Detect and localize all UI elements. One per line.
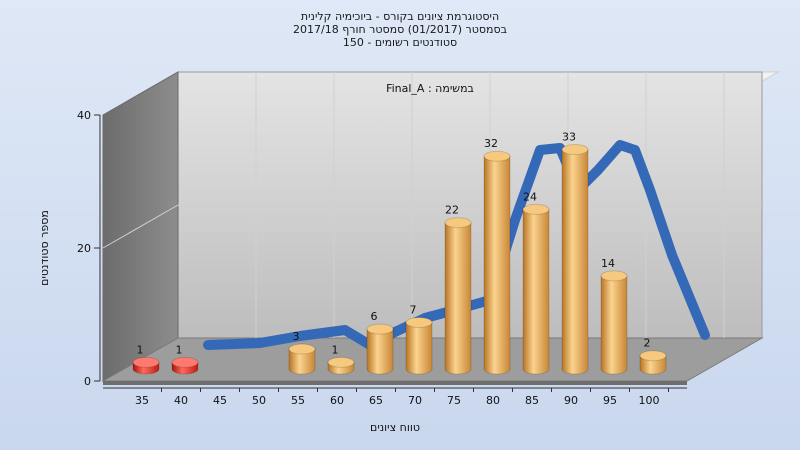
axis-layer: 35 40 45 50 55 60 65 70 75 80 85 90 95 100 0 20 40 <box>77 109 669 407</box>
bar-value-label: 22 <box>445 204 459 217</box>
bar-value-label: 2 <box>644 337 651 350</box>
x-tick-label: 95 <box>603 394 617 407</box>
bar <box>405 321 433 375</box>
chart-title-line-2: בסמסטר (01/2017) סמסטר חורף 2017/18 <box>293 23 507 36</box>
bar-value-label: 33 <box>562 131 576 144</box>
bar-top <box>171 356 199 368</box>
x-tick-label: 65 <box>369 394 383 407</box>
bar-top <box>600 270 628 282</box>
x-tick-label: 100 <box>639 394 660 407</box>
bar-value-label: 14 <box>601 257 615 270</box>
bar-top <box>405 316 433 328</box>
x-tick-label: 75 <box>447 394 461 407</box>
chart-title-line-3: סטודנטים רשומים - 150 <box>342 36 458 49</box>
bar <box>288 348 316 375</box>
bar <box>366 328 394 375</box>
floor-front-edge <box>103 381 687 385</box>
bar-top <box>522 203 550 215</box>
x-tick-label: 60 <box>330 394 344 407</box>
bar-value-label: 32 <box>484 137 498 150</box>
bar-value-label: 24 <box>523 190 537 203</box>
x-tick-label: 85 <box>525 394 539 407</box>
chart-title: היסטוגרמת ציונים בקורס - ביוכימיה קלינית… <box>0 10 800 49</box>
bars-layer: 1 1 3 1 6 7 22 32 24 33 14 2 <box>132 131 667 375</box>
x-tick-label: 45 <box>213 394 227 407</box>
distribution-curve-layer <box>203 140 710 350</box>
chart-title-line-1: היסטוגרמת ציונים בקורס - ביוכימיה קלינית <box>300 10 500 23</box>
bar <box>561 149 589 375</box>
x-tick-label: 80 <box>486 394 500 407</box>
y-axis-label: מספר סטודנטים <box>38 210 51 286</box>
bar-top <box>561 144 589 156</box>
bar-top <box>444 217 472 229</box>
bar-value-label: 1 <box>137 343 144 356</box>
y-tick-label: 40 <box>77 109 91 122</box>
bar-top <box>483 150 511 162</box>
bar-top <box>639 350 667 362</box>
x-tick-label: 90 <box>564 394 578 407</box>
x-tick-label: 40 <box>174 394 188 407</box>
bar-value-label: 1 <box>332 343 339 356</box>
bar-top <box>366 323 394 335</box>
chart-annotation: במשימה : Final_A <box>386 82 474 95</box>
x-tick-label: 35 <box>135 394 149 407</box>
bar-value-label: 3 <box>293 330 300 343</box>
bar-value-label: 1 <box>176 343 183 356</box>
x-tick-label: 70 <box>408 394 422 407</box>
bar <box>444 222 472 375</box>
bar-top <box>132 356 160 368</box>
grid-line-diag <box>102 204 179 249</box>
bar <box>600 275 628 375</box>
bar <box>522 208 550 375</box>
x-tick-label: 50 <box>252 394 266 407</box>
bar-top <box>327 356 355 368</box>
y-tick-label: 20 <box>77 242 91 255</box>
bar-value-label: 6 <box>371 310 378 323</box>
y-tick-label: 0 <box>84 375 91 388</box>
distribution-curve <box>203 140 710 350</box>
bar-value-label: 7 <box>410 303 417 316</box>
bar-top <box>288 343 316 355</box>
x-tick-label: 55 <box>291 394 305 407</box>
x-axis-label: טווח ציונים <box>370 421 420 434</box>
bar <box>639 355 667 375</box>
bar <box>483 155 511 375</box>
